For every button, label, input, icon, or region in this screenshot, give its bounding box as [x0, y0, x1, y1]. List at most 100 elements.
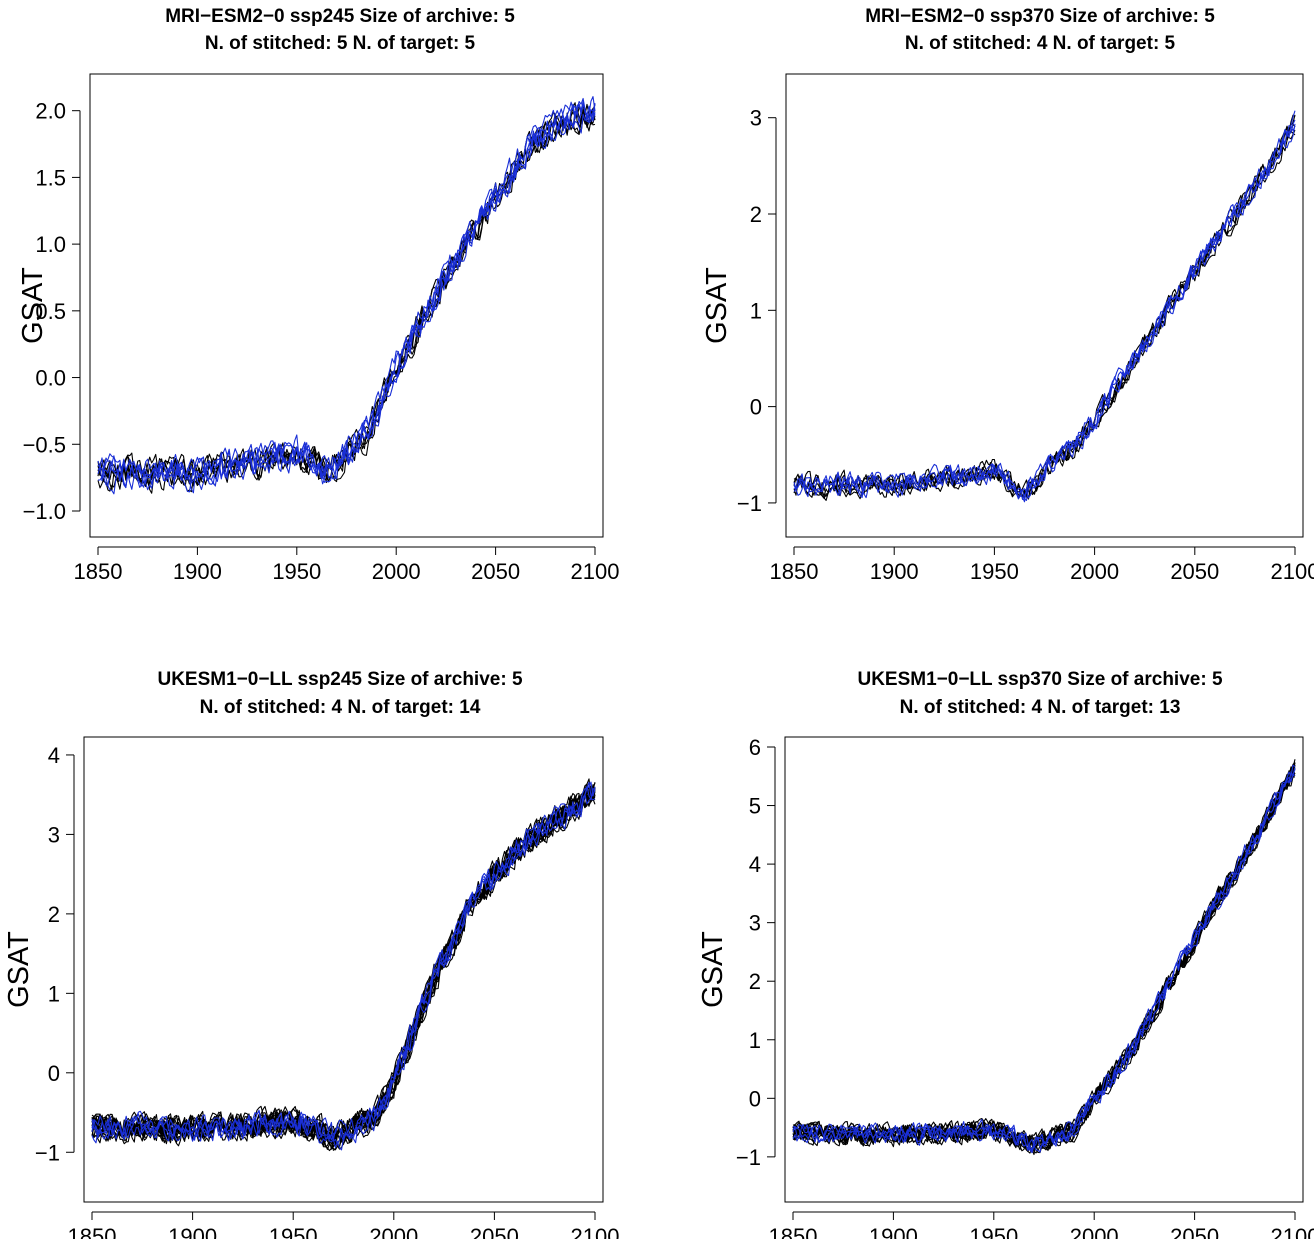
chart-1-y-axis-label: GSAT [17, 267, 49, 344]
chart-2-subtitle: N. of stitched: 4 N. of target: 5 [905, 33, 1176, 54]
chart-1-stitched-series-4 [97, 96, 596, 491]
chart-panel-3: UKESM1−0−LL ssp245 Size of archive: 5 N.… [3, 669, 619, 1239]
chart-2-plot-frame [785, 73, 1304, 538]
chart-4-y-tick-label-6: 4 [749, 852, 761, 877]
chart-2-plot: 1850 1900 1950 2000 2050 2100 −1 0 1 2 3 GSAT [701, 73, 1314, 584]
chart-3-x-tick-label-1: 1850 [68, 1224, 117, 1239]
chart-4-y-tick-label-2: 0 [749, 1086, 761, 1111]
chart-3-stitched-series-3 [91, 781, 596, 1151]
chart-1-x-tick-label-1: 1850 [74, 559, 123, 584]
chart-1-plot-frame [89, 73, 604, 538]
chart-3-target-series-1 [91, 783, 596, 1148]
chart-1-y-tick-label-3: 0.0 [35, 366, 66, 391]
chart-2-stitched-series-3 [793, 123, 1296, 500]
chart-4-target-series-7 [792, 768, 1296, 1152]
chart-1-y-tick-label-6: 1.5 [35, 165, 66, 190]
chart-3-target-series-8 [91, 782, 596, 1148]
chart-2-x-tick-label-4: 2000 [1070, 559, 1119, 584]
chart-4-target-series-10 [792, 766, 1296, 1154]
chart-4-x-tick-label-4: 2000 [1070, 1224, 1119, 1239]
chart-4-series-group [792, 759, 1296, 1156]
chart-4-title: UKESM1−0−LL ssp370 Size of archive: 5 [857, 669, 1222, 690]
chart-1-stitched-series-3 [97, 97, 596, 490]
chart-4-x-tick-label-6: 2100 [1271, 1224, 1314, 1239]
chart-2-y-tick-label-3: 1 [750, 298, 762, 323]
chart-3-plot-frame [83, 736, 604, 1203]
chart-1-y-tick-label-1: −1.0 [23, 499, 66, 524]
chart-3-y-tick-label-3: 1 [48, 981, 60, 1006]
chart-4-target-series-3 [792, 759, 1296, 1153]
chart-4-plot-frame [784, 736, 1304, 1203]
chart-2-stitched-series-1 [793, 125, 1296, 499]
chart-2-target-series-1 [793, 114, 1296, 497]
chart-2-x-tick-label-5: 2050 [1170, 559, 1219, 584]
chart-2-y-axis-label: GSAT [701, 267, 733, 344]
chart-4-y-tick-label-8: 6 [749, 735, 761, 760]
chart-3-x-tick-label-4: 2000 [369, 1224, 418, 1239]
chart-3-plot: 1850 1900 1950 2000 2050 2100 −1 0 1 2 3 4 GSAT [3, 736, 620, 1239]
chart-2-target-series-5 [793, 114, 1296, 498]
chart-3-stitched-series-4 [91, 781, 596, 1142]
chart-3-x-tick-label-2: 1900 [168, 1224, 217, 1239]
chart-3-x-tick-label-5: 2050 [470, 1224, 519, 1239]
chart-4-target-series-12 [792, 772, 1296, 1151]
chart-1-stitched-series-5 [97, 101, 596, 493]
chart-4-stitched-series-4 [792, 767, 1296, 1153]
chart-3-target-series-10 [91, 778, 596, 1152]
chart-4-plot: 1850 1900 1950 2000 2050 2100 −1 0 1 2 3 4 5 6 GSAT [697, 735, 1314, 1239]
chart-1-target-series-3 [97, 107, 596, 494]
chart-2-stitched-series-2 [793, 119, 1296, 503]
chart-3-subtitle: N. of stitched: 4 N. of target: 14 [200, 697, 481, 718]
chart-4-stitched-series-3 [792, 769, 1296, 1153]
chart-1-x-tick-label-3: 1950 [272, 559, 321, 584]
chart-4-target-series-11 [792, 767, 1296, 1148]
chart-4-target-series-6 [792, 766, 1296, 1152]
chart-2-y-tick-label-2: 0 [750, 395, 762, 420]
chart-3-title: UKESM1−0−LL ssp245 Size of archive: 5 [157, 669, 522, 690]
chart-3-y-tick-label-6: 4 [48, 743, 60, 768]
chart-4-y-tick-label-5: 3 [749, 911, 761, 936]
chart-4-y-tick-label-1: −1 [736, 1145, 761, 1170]
chart-4-y-tick-label-3: 1 [749, 1028, 761, 1053]
chart-2-target-series-4 [793, 127, 1296, 500]
chart-2-y-tick-label-5: 3 [750, 106, 762, 131]
chart-2-target-series-3 [793, 123, 1296, 500]
chart-4-target-series-1 [792, 762, 1296, 1151]
chart-4-x-tick-label-3: 1950 [969, 1224, 1018, 1239]
chart-2-x-tick-label-2: 1900 [870, 559, 919, 584]
chart-4-target-series-5 [792, 767, 1296, 1154]
chart-3-y-axis-label: GSAT [3, 931, 35, 1008]
chart-1-y-tick-label-5: 1.0 [35, 232, 66, 257]
chart-2-y-tick-label-1: −1 [737, 491, 762, 516]
chart-1-title: MRI−ESM2−0 ssp245 Size of archive: 5 [165, 6, 515, 27]
chart-panel-2: MRI−ESM2−0 ssp370 Size of archive: 5 N. … [701, 6, 1314, 584]
chart-4-target-series-9 [792, 762, 1296, 1152]
chart-4-subtitle: N. of stitched: 4 N. of target: 13 [900, 697, 1181, 718]
chart-4-x-tick-label-2: 1900 [869, 1224, 918, 1239]
chart-1-x-tick-label-4: 2000 [372, 559, 421, 584]
chart-2-series-group [793, 110, 1296, 503]
chart-3-y-tick-label-4: 2 [48, 902, 60, 927]
chart-1-y-tick-label-7: 2.0 [35, 99, 66, 124]
chart-1-series-group [97, 96, 596, 495]
chart-4-target-series-13 [792, 764, 1296, 1147]
chart-3-target-series-9 [91, 783, 596, 1150]
chart-3-series-group [91, 778, 596, 1152]
chart-1-plot: 1850 1900 1950 2000 2050 2100 −1.0 −0.5 0.0 0.5 1.… [17, 73, 619, 584]
chart-3-y-tick-label-5: 3 [48, 822, 60, 847]
chart-4-y-tick-label-4: 2 [749, 969, 761, 994]
chart-2-x-tick-label-6: 2100 [1271, 559, 1314, 584]
chart-4-x-tick-label-1: 1850 [769, 1224, 818, 1239]
chart-4-stitched-series-2 [792, 764, 1296, 1151]
chart-4-stitched-series-1 [792, 774, 1296, 1154]
chart-2-title: MRI−ESM2−0 ssp370 Size of archive: 5 [865, 6, 1215, 27]
chart-1-subtitle: N. of stitched: 5 N. of target: 5 [205, 33, 476, 54]
chart-3-y-tick-label-2: 0 [48, 1061, 60, 1086]
chart-4-x-tick-label-5: 2050 [1170, 1224, 1219, 1239]
chart-2-y-tick-label-4: 2 [750, 202, 762, 227]
chart-panel-1: MRI−ESM2−0 ssp245 Size of archive: 5 N. … [17, 6, 619, 584]
chart-3-x-tick-label-6: 2100 [571, 1224, 620, 1239]
chart-panel-4: UKESM1−0−LL ssp370 Size of archive: 5 N.… [697, 669, 1314, 1239]
chart-3-y-tick-label-1: −1 [35, 1140, 60, 1165]
